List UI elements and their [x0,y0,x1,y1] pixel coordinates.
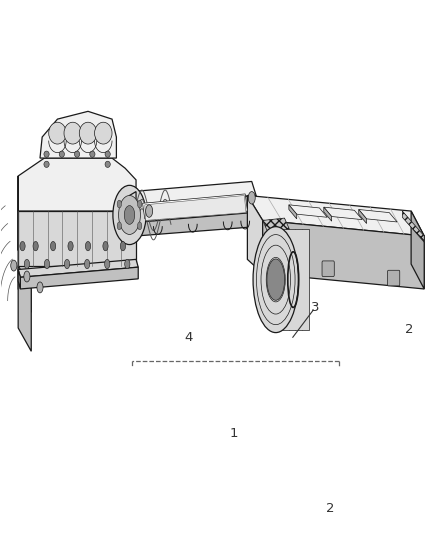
Ellipse shape [59,151,64,157]
Circle shape [50,241,56,251]
Polygon shape [132,191,136,233]
Ellipse shape [44,161,49,167]
Circle shape [120,241,126,251]
Text: 2: 2 [405,323,413,336]
Polygon shape [130,191,136,211]
Circle shape [138,222,142,230]
Circle shape [117,200,121,208]
Polygon shape [276,229,308,330]
Circle shape [146,205,152,217]
Circle shape [113,185,146,245]
Ellipse shape [64,122,81,144]
Polygon shape [247,196,424,236]
FancyBboxPatch shape [257,252,269,267]
Polygon shape [324,207,362,220]
Polygon shape [289,205,297,219]
Polygon shape [40,111,117,158]
Circle shape [37,282,43,293]
Text: 4: 4 [184,331,193,344]
Circle shape [33,241,38,251]
Circle shape [68,241,73,251]
Circle shape [85,241,91,251]
FancyBboxPatch shape [388,270,400,286]
Circle shape [64,260,70,269]
Polygon shape [145,196,246,221]
Polygon shape [132,181,256,205]
Circle shape [248,191,255,204]
Circle shape [103,241,108,251]
Polygon shape [18,211,136,265]
Text: 3: 3 [311,301,319,314]
Polygon shape [324,207,332,221]
Circle shape [124,206,135,224]
Text: 2: 2 [326,502,335,515]
Ellipse shape [49,122,66,144]
Circle shape [20,241,25,251]
Ellipse shape [253,227,298,333]
Circle shape [11,260,17,271]
Circle shape [85,260,90,269]
Polygon shape [359,209,397,222]
Polygon shape [18,158,136,211]
Ellipse shape [44,151,49,157]
Circle shape [105,260,110,269]
Polygon shape [18,270,20,289]
Ellipse shape [90,151,95,157]
Polygon shape [263,218,295,245]
Polygon shape [143,194,247,219]
Polygon shape [18,176,31,312]
Ellipse shape [74,151,80,157]
Text: 1: 1 [230,426,239,440]
Polygon shape [263,221,424,289]
Circle shape [119,196,141,235]
Polygon shape [411,211,424,289]
Polygon shape [289,205,327,217]
Circle shape [117,222,121,230]
Circle shape [24,260,29,269]
Polygon shape [247,196,263,273]
Ellipse shape [79,122,97,144]
Ellipse shape [267,259,285,300]
Polygon shape [136,196,256,233]
Circle shape [24,271,30,282]
Polygon shape [132,213,256,236]
Polygon shape [18,260,138,277]
Polygon shape [20,267,138,289]
Ellipse shape [95,122,112,144]
FancyBboxPatch shape [322,261,334,277]
Polygon shape [18,265,31,351]
Circle shape [44,260,49,269]
Polygon shape [359,209,367,223]
Circle shape [125,260,130,269]
Ellipse shape [105,161,110,167]
Ellipse shape [105,151,110,157]
Polygon shape [403,211,424,242]
Circle shape [138,200,142,208]
